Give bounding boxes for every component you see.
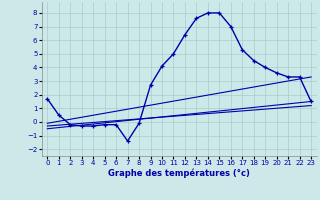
X-axis label: Graphe des températures (°c): Graphe des températures (°c) xyxy=(108,169,250,178)
